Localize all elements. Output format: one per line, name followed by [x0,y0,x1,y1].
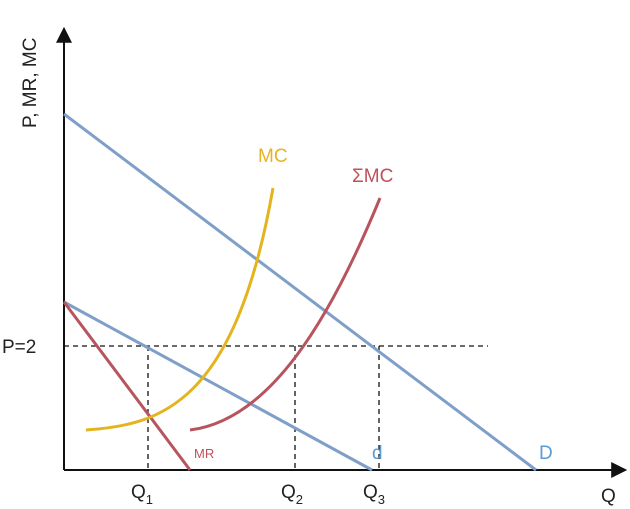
mc-label: MC [258,146,288,167]
mr-line [62,301,192,471]
y-axis-label: P, MR, MC [20,38,41,128]
x-axis-label: Q [601,486,616,507]
d-label: D [539,443,553,464]
q1-subscript: 1 [146,492,153,507]
sum-mc-label: ΣMC [352,166,393,187]
q3-main: Q [363,482,378,503]
mc-curve [85,187,275,432]
q1-tick-label: Q1 [131,482,153,507]
mr-label: MR [194,446,214,461]
q2-main: Q [281,482,296,503]
q3-tick-label: Q3 [363,482,385,507]
q2-subscript: 2 [296,492,303,507]
market-demand-line [63,112,537,472]
sum-mc-curve [189,197,382,432]
q1-main: Q [131,482,146,503]
d-small-label: d [372,443,383,464]
q3-subscript: 3 [378,492,385,507]
q2-tick-label: Q2 [281,482,303,507]
firm-demand-line [63,300,373,472]
price-tick-label: P=2 [2,337,36,358]
